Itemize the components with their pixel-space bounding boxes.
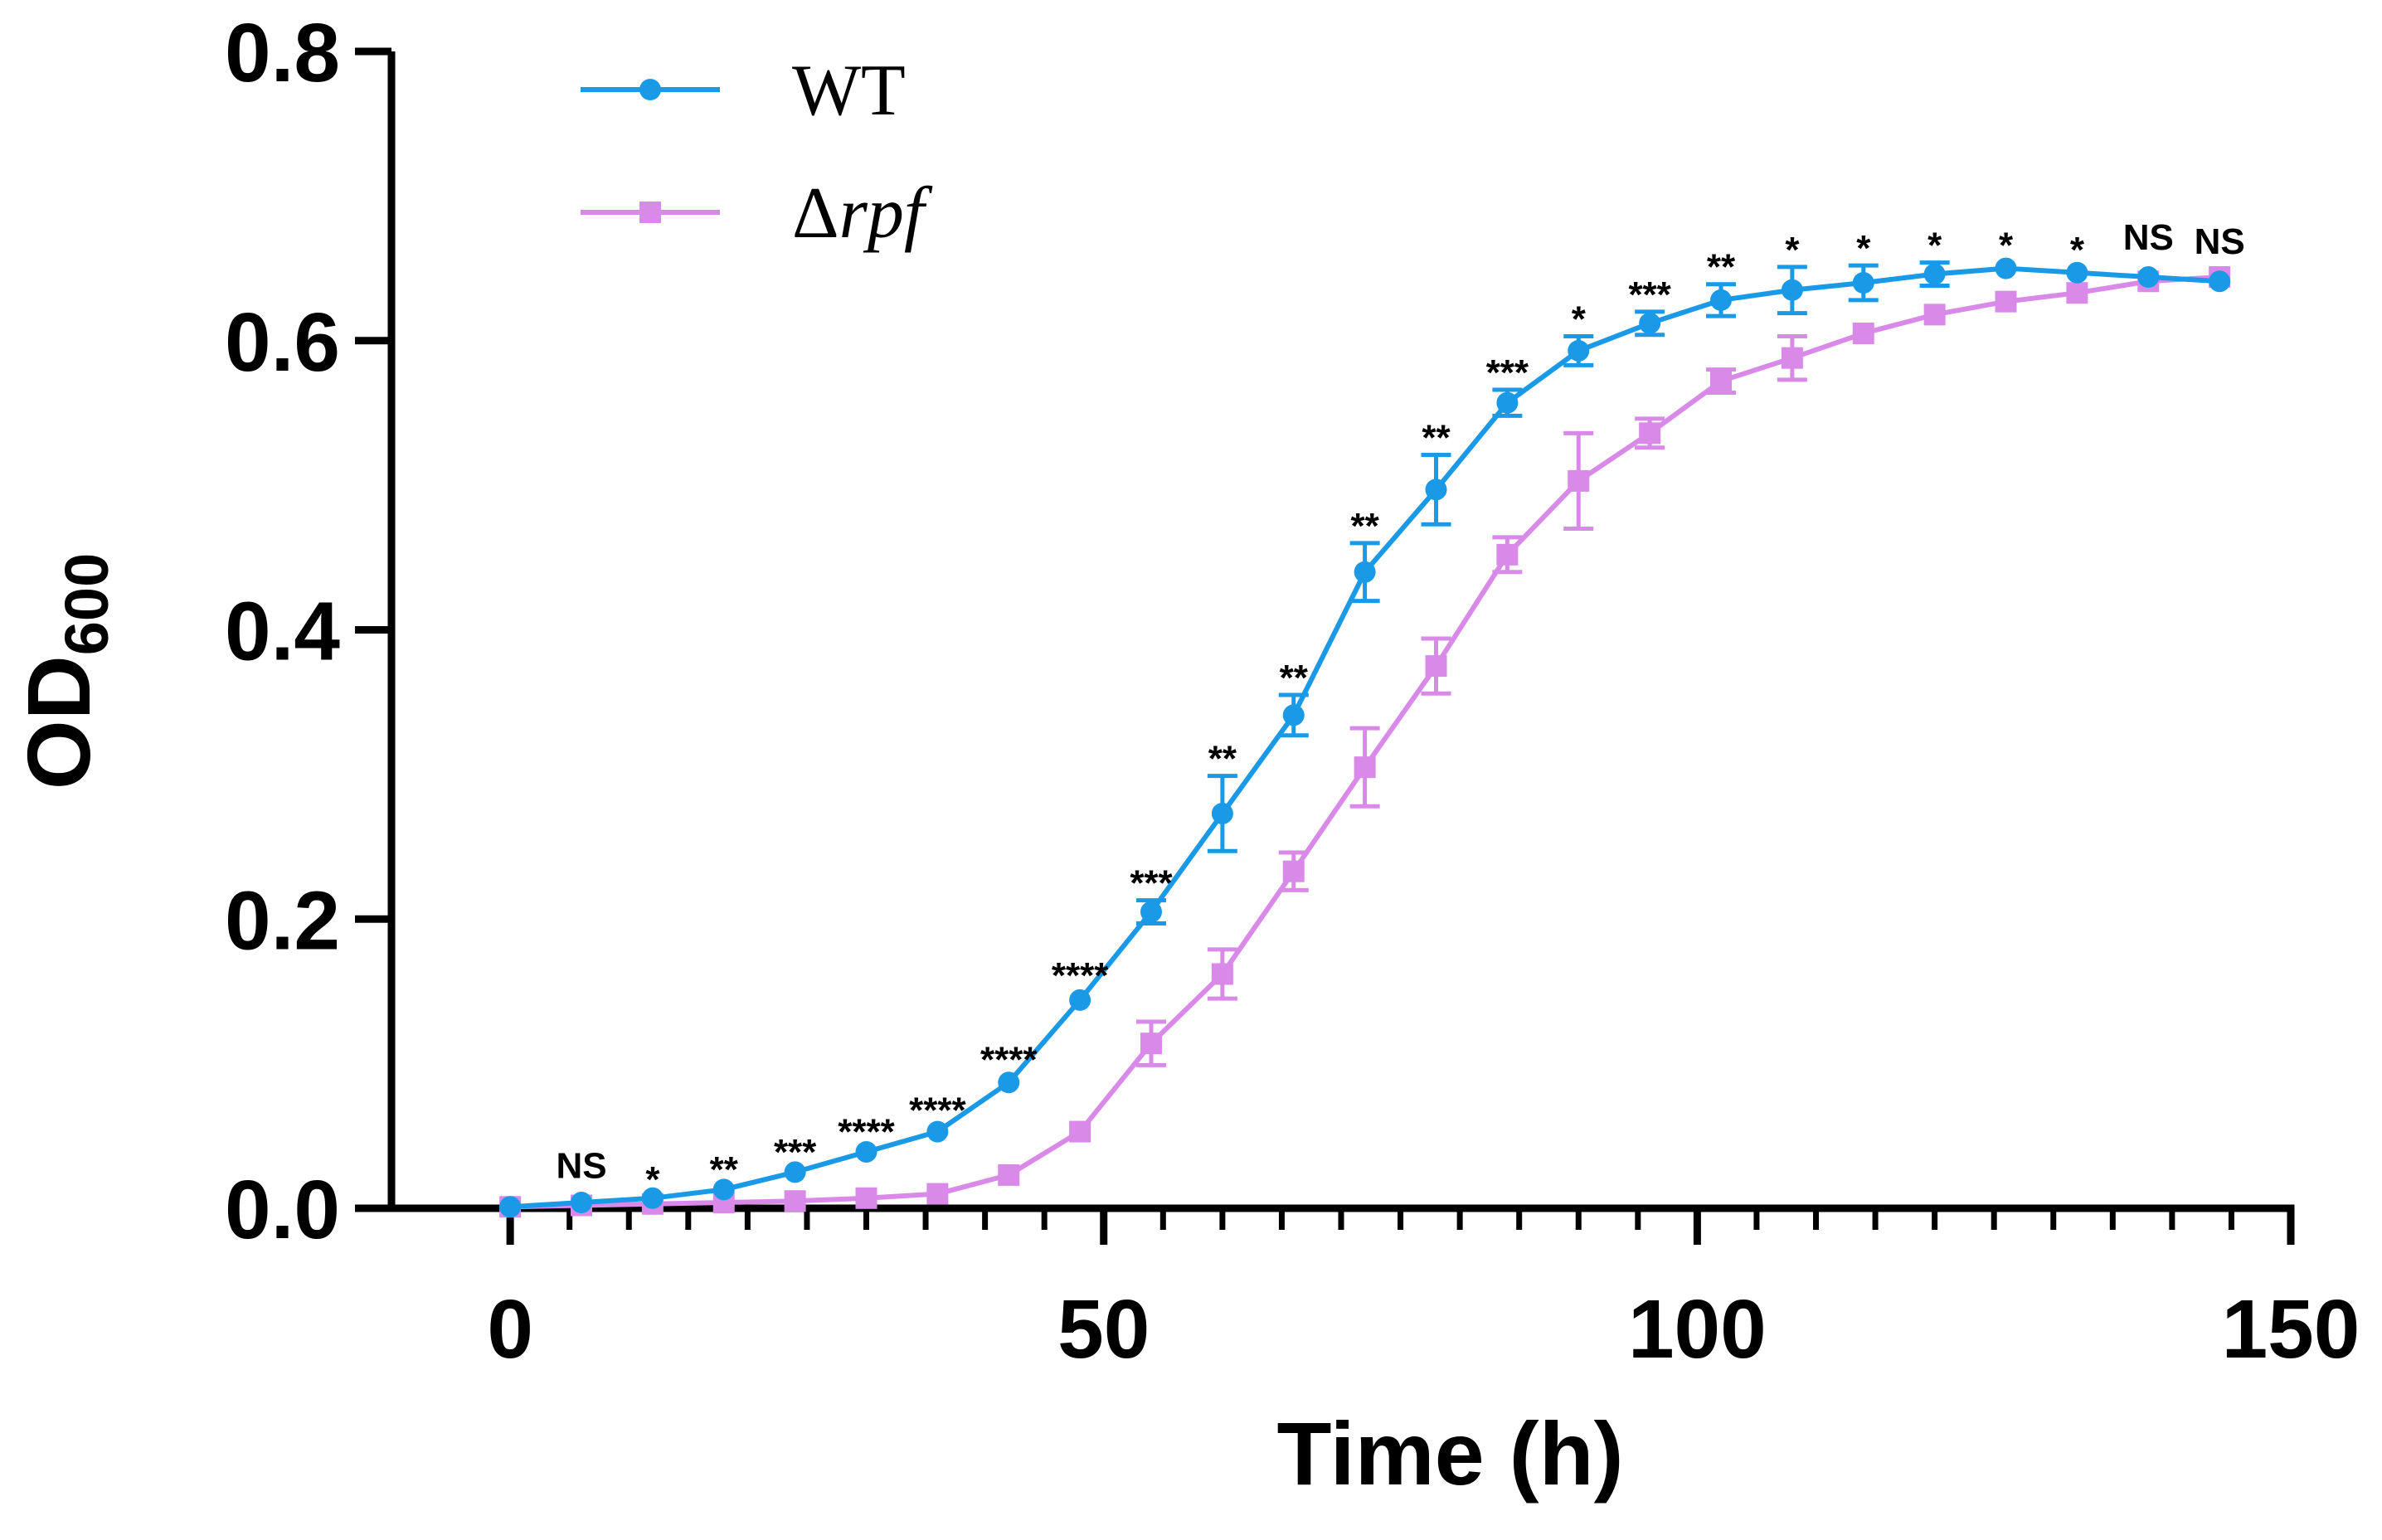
- series-drpf: [499, 266, 2231, 1218]
- data-point: [855, 1187, 877, 1209]
- data-point: [1496, 391, 1519, 414]
- significance-label: **: [1422, 418, 1451, 459]
- data-point: [1568, 469, 1590, 492]
- data-point: [2137, 266, 2160, 289]
- x-tick-label: 100: [1628, 1283, 1767, 1376]
- significance-label: *: [1999, 226, 2014, 266]
- significance-label: ***: [1628, 274, 1671, 315]
- significance-label: **: [1707, 247, 1736, 288]
- data-point: [784, 1161, 806, 1183]
- y-tick-label: 0.2: [225, 874, 340, 967]
- legend-marker: [639, 79, 661, 100]
- significance-label: NS: [2195, 221, 2245, 262]
- legend-item-drpf: Δrpf: [581, 173, 933, 254]
- data-point: [1140, 1032, 1162, 1055]
- legend-item-wt: WT: [581, 51, 906, 131]
- y-axis-title: OD600: [8, 553, 121, 789]
- data-point: [1354, 561, 1376, 583]
- significance-label: ****: [838, 1112, 895, 1153]
- data-point: [2209, 270, 2231, 293]
- legend: WT Δrpf: [581, 51, 933, 254]
- significance-label: ***: [1130, 863, 1173, 904]
- significance-label: **: [1351, 506, 1380, 547]
- significance-label: *: [1927, 226, 1942, 266]
- significance-label: **: [1280, 658, 1309, 698]
- data-point: [1781, 347, 1803, 369]
- data-point: [1211, 802, 1233, 824]
- data-point: [571, 1192, 592, 1214]
- data-point: [1568, 339, 1590, 362]
- data-point: [1069, 1120, 1091, 1143]
- data-point: [712, 1178, 735, 1201]
- x-tick-label: 0: [487, 1283, 533, 1376]
- y-axis-title-subscript: 600: [52, 553, 121, 655]
- data-point: [855, 1140, 877, 1163]
- y-tick-label: 0.0: [225, 1164, 340, 1256]
- significance-label: **: [1208, 739, 1237, 780]
- significance-label: ****: [1052, 955, 1109, 996]
- y-tick-label: 0.6: [225, 296, 340, 389]
- significance-label: *: [1785, 230, 1800, 270]
- significance-label: *: [645, 1159, 660, 1200]
- legend-label: Δrpf: [792, 173, 933, 254]
- x-tick-label: 50: [1057, 1283, 1150, 1376]
- data-point: [1639, 422, 1661, 445]
- axes: 0.0 0.2 0.4 0.6 0.8 0 50 100 150: [225, 7, 2360, 1376]
- legend-label-italic: rpf: [839, 173, 933, 254]
- data-point: [1995, 257, 2017, 279]
- data-point: [1069, 989, 1091, 1011]
- data-point: [1211, 963, 1233, 985]
- significance-label: ****: [909, 1090, 966, 1130]
- series-wt: [499, 257, 2231, 1218]
- data-point: [1496, 543, 1519, 566]
- data-point: [998, 1164, 1020, 1186]
- data-point: [1282, 704, 1305, 726]
- significance-label: ***: [1486, 352, 1529, 393]
- data-point: [1140, 901, 1162, 923]
- significance-label: NS: [2123, 217, 2174, 258]
- data-point: [2066, 261, 2088, 284]
- data-point: [1852, 323, 1874, 345]
- significance-label: ***: [774, 1132, 817, 1173]
- legend-label: WT: [792, 51, 906, 131]
- data-point: [1923, 304, 1946, 326]
- data-point: [1923, 263, 1946, 285]
- y-tick-label: 0.4: [225, 585, 340, 678]
- significance-label: **: [710, 1149, 739, 1190]
- data-point: [998, 1071, 1020, 1094]
- significance-layer: NS * ** *** ********************************…: [556, 217, 2244, 1200]
- legend-label-prefix: Δ: [792, 173, 839, 254]
- y-tick-label: 0.8: [225, 7, 340, 100]
- data-point: [499, 1196, 522, 1218]
- data-point: [1995, 290, 2017, 313]
- data-point: [641, 1187, 664, 1209]
- data-point: [1354, 756, 1376, 779]
- data-point: [1282, 860, 1305, 882]
- significance-label: *: [1856, 228, 1871, 269]
- x-axis-title: Time (h): [1277, 1403, 1624, 1504]
- series-layer: [499, 257, 2231, 1218]
- data-point: [784, 1190, 806, 1212]
- data-point: [926, 1183, 949, 1205]
- legend-marker: [639, 202, 661, 223]
- data-point: [1639, 312, 1661, 334]
- significance-label: ****: [980, 1039, 1038, 1080]
- data-point: [1710, 289, 1732, 311]
- data-point: [926, 1120, 949, 1143]
- data-point: [1425, 655, 1447, 678]
- data-point: [2066, 282, 2088, 304]
- significance-label: NS: [556, 1145, 606, 1186]
- y-axis-title-main: OD: [8, 655, 109, 789]
- x-tick-label: 150: [2222, 1283, 2360, 1376]
- significance-label: *: [1572, 299, 1587, 340]
- data-point: [1852, 272, 1874, 294]
- data-point: [1710, 370, 1732, 392]
- significance-label: *: [2070, 230, 2085, 270]
- data-point: [1425, 479, 1447, 501]
- data-point: [1781, 279, 1803, 301]
